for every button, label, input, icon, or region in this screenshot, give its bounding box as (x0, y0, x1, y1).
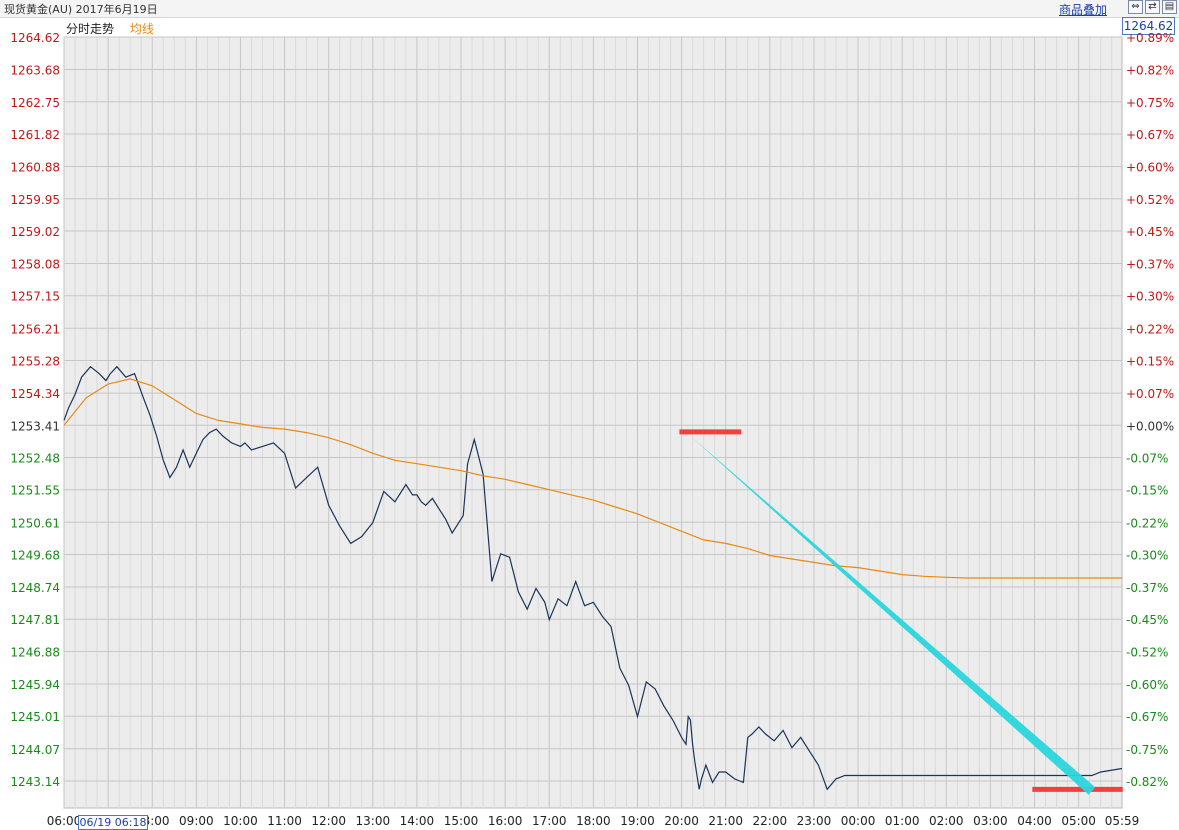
y-tick-label-right: +0.75% (1126, 96, 1174, 110)
y-tick-label-right: +0.82% (1126, 64, 1174, 78)
y-tick-label-right: -0.67% (1126, 710, 1168, 724)
y-tick-label-right: +0.60% (1126, 161, 1174, 175)
x-tick-label: 05:59 (1105, 814, 1140, 828)
y-tick-label-right: +0.45% (1126, 225, 1174, 239)
x-tick-label: 01:00 (885, 814, 920, 828)
x-tick-label: 13:00 (356, 814, 391, 828)
x-tick-label: 06:00 (47, 814, 82, 828)
y-tick-label-left: 1263.68 (10, 64, 60, 78)
chart-title: 现货黄金(AU) 2017年6月19日 (4, 3, 158, 16)
current-price-box: 1264.62 (1122, 17, 1175, 35)
y-tick-label-right: +0.30% (1126, 290, 1174, 304)
x-tick-label: 21:00 (708, 814, 743, 828)
y-tick-label-left: 1257.15 (10, 290, 60, 304)
downtrend-arrow (690, 436, 1096, 795)
y-tick-label-left: 1244.07 (10, 743, 60, 757)
y-tick-label-left: 1256.21 (10, 322, 60, 336)
y-tick-label-left: 1253.41 (10, 419, 60, 433)
y-tick-label-right: -0.22% (1126, 516, 1168, 530)
y-tick-label-left: 1248.74 (10, 581, 60, 595)
y-tick-label-left: 1259.02 (10, 225, 60, 239)
y-tick-label-left: 1264.62 (10, 31, 60, 45)
legend-average-line: 均线 (129, 22, 154, 36)
y-tick-label-left: 1245.01 (10, 710, 60, 724)
window-layout-icon[interactable]: ▤ (1162, 0, 1177, 14)
y-tick-label-right: +0.89% (1126, 31, 1174, 45)
y-tick-label-right: -0.75% (1126, 743, 1168, 757)
y-tick-label-right: +0.22% (1126, 322, 1174, 336)
y-tick-label-left: 1254.34 (10, 387, 60, 401)
x-tick-label: 17:00 (532, 814, 567, 828)
x-tick-label: 03:00 (973, 814, 1008, 828)
y-tick-label-right: -0.60% (1126, 678, 1168, 692)
x-tick-label: 14:00 (400, 814, 435, 828)
y-tick-label-left: 1252.48 (10, 451, 60, 465)
legend-price-line: 分时走势 (66, 22, 115, 36)
top-bar: 现货黄金(AU) 2017年6月19日 商品叠加 ⇔ ⇄ ▤ (0, 0, 1179, 18)
x-tick-label: 05:00 (1061, 814, 1096, 828)
x-tick-label: 15:00 (444, 814, 479, 828)
y-tick-label-right: -0.37% (1126, 581, 1168, 595)
y-tick-label-left: 1245.94 (10, 678, 60, 692)
y-tick-label-right: +0.67% (1126, 128, 1174, 142)
x-tick-label: 19:00 (620, 814, 655, 828)
y-tick-label-left: 1258.08 (10, 258, 60, 272)
y-tick-label-right: -0.82% (1126, 775, 1168, 789)
y-tick-label-right: -0.07% (1126, 451, 1168, 465)
y-tick-label-right: +0.00% (1126, 419, 1174, 433)
y-tick-label-right: +0.52% (1126, 193, 1174, 207)
x-tick-label: 09:00 (179, 814, 214, 828)
x-tick-label: 20:00 (664, 814, 699, 828)
x-tick-label: 23:00 (797, 814, 832, 828)
x-tick-label: 04:00 (1017, 814, 1052, 828)
y-tick-label-right: +0.15% (1126, 355, 1174, 369)
x-tick-label: 12:00 (311, 814, 346, 828)
price-line (63, 365, 1123, 791)
y-tick-label-left: 1247.81 (10, 613, 60, 627)
y-tick-label-right: -0.30% (1126, 548, 1168, 562)
y-tick-label-right: -0.52% (1126, 645, 1168, 659)
y-tick-label-left: 1255.28 (10, 355, 60, 369)
y-tick-label-right: +0.37% (1126, 258, 1174, 272)
x-tick-label: 10:00 (223, 814, 258, 828)
x-tick-label: 02:00 (929, 814, 964, 828)
y-tick-label-right: -0.45% (1126, 613, 1168, 627)
overlay-commodity-button[interactable]: 商品叠加 (1058, 3, 1107, 17)
shrink-icon[interactable]: ⇔ (1128, 0, 1143, 14)
time-cursor-label: 06/19 06:18 (78, 815, 148, 830)
x-tick-label: 16:00 (488, 814, 523, 828)
y-tick-label-left: 1243.14 (10, 775, 60, 789)
y-tick-label-left: 1260.88 (10, 161, 60, 175)
x-tick-label: 00:00 (841, 814, 876, 828)
x-tick-label: 22:00 (753, 814, 788, 828)
x-tick-label: 11:00 (267, 814, 302, 828)
y-tick-label-left: 1250.61 (10, 516, 60, 530)
y-tick-label-left: 1249.68 (10, 548, 60, 562)
x-tick-label: 18:00 (576, 814, 611, 828)
y-tick-label-left: 1259.95 (10, 193, 60, 207)
y-tick-label-right: +0.07% (1126, 387, 1174, 401)
y-tick-label-left: 1246.88 (10, 645, 60, 659)
y-tick-label-left: 1251.55 (10, 484, 60, 498)
y-tick-label-left: 1262.75 (10, 96, 60, 110)
chart-legend: 分时走势 均线 (66, 20, 154, 37)
average-line (63, 378, 1122, 579)
expand-icon[interactable]: ⇄ (1145, 0, 1160, 14)
y-tick-label-left: 1261.82 (10, 128, 60, 142)
y-tick-label-right: -0.15% (1126, 484, 1168, 498)
